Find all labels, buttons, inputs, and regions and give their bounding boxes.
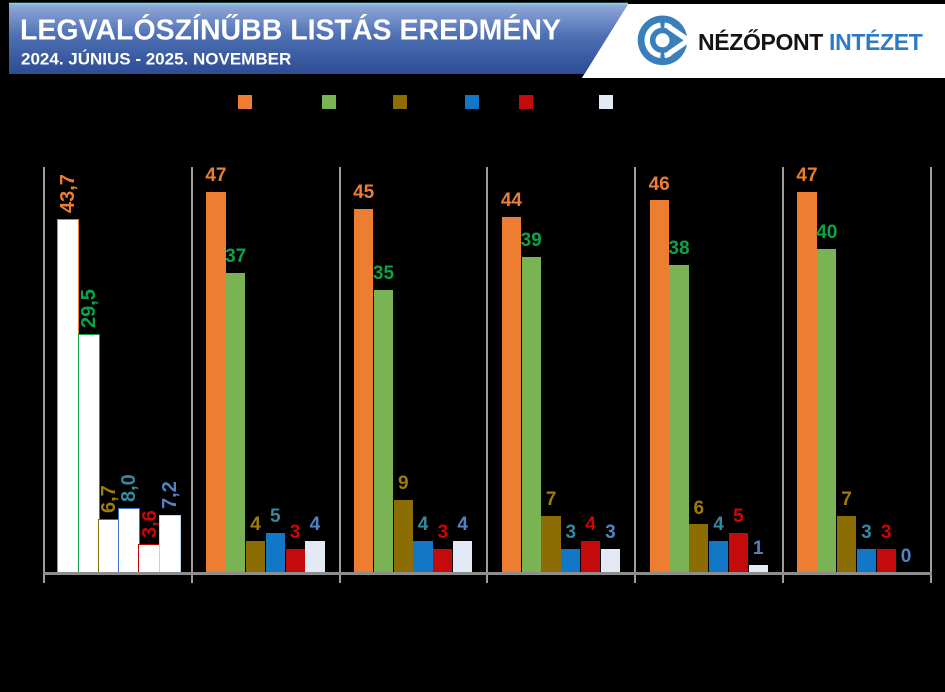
svg-text:LEGVALÓSZÍNŰBB LISTÁS EREDMÉNY: LEGVALÓSZÍNŰBB LISTÁS EREDMÉNY [20, 15, 561, 47]
svg-text:2024. JÚNIUS - 2025. NOVEMBER: 2024. JÚNIUS - 2025. NOVEMBER [21, 50, 291, 69]
svg-text:NÉZŐPONT INTÉZET: NÉZŐPONT INTÉZET [698, 28, 923, 55]
